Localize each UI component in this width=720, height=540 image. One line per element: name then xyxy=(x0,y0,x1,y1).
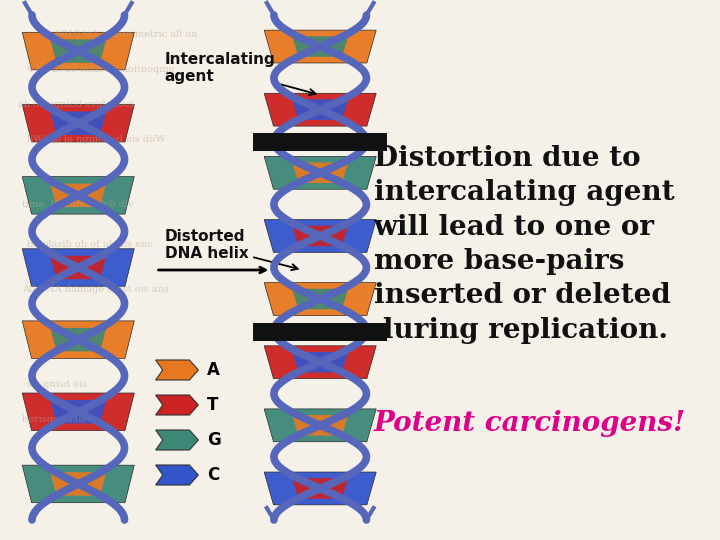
Polygon shape xyxy=(22,465,135,503)
Text: berisqer oals: berisqer oals xyxy=(22,415,86,424)
Polygon shape xyxy=(292,99,348,120)
Polygon shape xyxy=(264,93,377,126)
Polygon shape xyxy=(264,282,377,315)
Polygon shape xyxy=(22,249,135,286)
Polygon shape xyxy=(22,32,135,70)
Text: A: A xyxy=(207,361,220,379)
Polygon shape xyxy=(156,360,198,380)
Text: sis gnisd eis: sis gnisd eis xyxy=(27,380,87,389)
Polygon shape xyxy=(292,289,348,309)
Polygon shape xyxy=(264,157,377,189)
Text: All DNA damage must eis ans: All DNA damage must eis ans xyxy=(22,285,169,294)
Polygon shape xyxy=(264,30,377,63)
Polygon shape xyxy=(292,36,348,57)
Polygon shape xyxy=(50,472,107,496)
Polygon shape xyxy=(50,256,107,279)
Text: Distorted
DNA helix: Distorted DNA helix xyxy=(165,229,298,270)
Polygon shape xyxy=(50,328,107,352)
Polygon shape xyxy=(156,395,198,415)
Polygon shape xyxy=(264,346,377,379)
Polygon shape xyxy=(292,226,348,246)
Polygon shape xyxy=(22,393,135,430)
Polygon shape xyxy=(50,111,107,135)
Polygon shape xyxy=(156,430,198,450)
Text: Distortion due to
intercalating agent
will lead to one or
more base-pairs
insert: Distortion due to intercalating agent wi… xyxy=(374,145,674,344)
Text: blqolasib ob of ulanis ens: blqolasib ob of ulanis ens xyxy=(27,240,152,249)
Polygon shape xyxy=(292,415,348,436)
Polygon shape xyxy=(264,409,377,442)
Polygon shape xyxy=(22,104,135,142)
Text: is 5010 to1 a true metric all on: is 5010 to1 a true metric all on xyxy=(45,30,198,39)
Text: Potent carcinogens!: Potent carcinogens! xyxy=(374,410,685,437)
Text: C: C xyxy=(207,466,220,484)
Bar xyxy=(253,322,387,341)
Polygon shape xyxy=(50,184,107,207)
Polygon shape xyxy=(156,465,198,485)
Text: Intercalating
agent: Intercalating agent xyxy=(165,52,315,95)
Polygon shape xyxy=(292,163,348,183)
Polygon shape xyxy=(292,478,348,499)
Polygon shape xyxy=(50,39,107,63)
Text: time. biuflion. ulvb dlv: time. biuflion. ulvb dlv xyxy=(22,200,134,209)
Polygon shape xyxy=(50,400,107,423)
Polygon shape xyxy=(264,220,377,252)
Polygon shape xyxy=(22,321,135,359)
Polygon shape xyxy=(22,177,135,214)
Polygon shape xyxy=(264,472,377,505)
Text: liW slb lo nginoteid eis diiW: liW slb lo nginoteid eis diiW xyxy=(27,135,165,144)
Bar xyxy=(253,133,387,151)
Text: G: G xyxy=(207,431,221,449)
Text: 4 bn 3780 with eis noitnoqmo: 4 bn 3780 with eis noitnoqmo xyxy=(27,65,174,74)
Text: ah on agniod evidenous: ah on agniod evidenous xyxy=(18,100,135,109)
Text: T: T xyxy=(207,396,219,414)
Polygon shape xyxy=(292,352,348,373)
